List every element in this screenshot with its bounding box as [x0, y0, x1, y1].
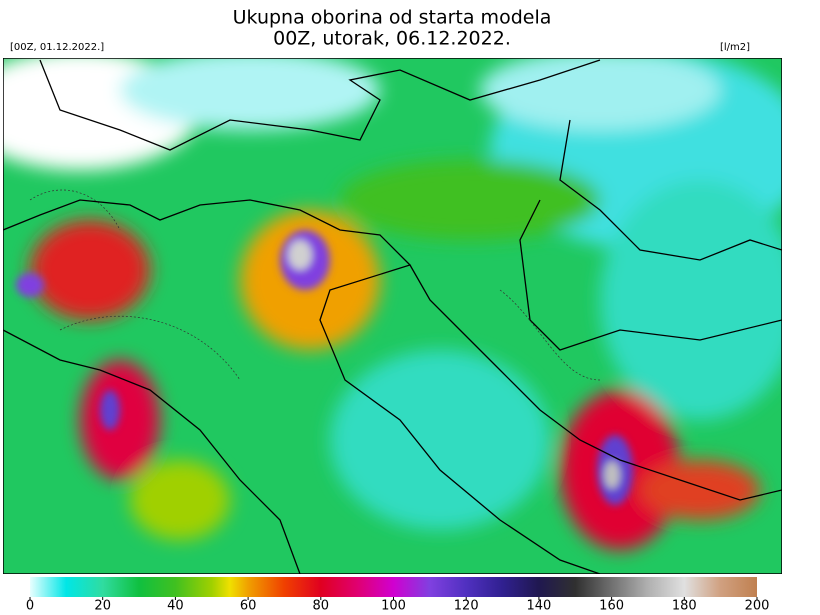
colorbar-tick-label: 0 [26, 599, 34, 614]
run-label: [00Z, 01.12.2022.] [10, 42, 104, 53]
precipitation-map [3, 58, 782, 574]
colorbar-tick-label: 180 [672, 599, 697, 614]
colorbar-tick-label: 200 [745, 599, 770, 614]
colorbar-tick-label: 140 [526, 599, 551, 614]
unit-label: [l/m2] [720, 42, 750, 53]
colorbar-ticks: 0 20 40 60 80 100 120 140 160 180 200 [26, 597, 770, 614]
colorbar-tick-label: 60 [240, 599, 257, 614]
colorbar-tick-label: 100 [381, 599, 406, 614]
title-line-1: Ukupna oborina od starta modela [233, 7, 552, 29]
colorbar-tick-label: 40 [167, 599, 184, 614]
colorbar-tick-label: 80 [313, 599, 330, 614]
colorbar-tick-label: 120 [454, 599, 479, 614]
colorbar-tick-label: 160 [599, 599, 624, 614]
colorbar-tick-label: 20 [94, 599, 111, 614]
title-line-2: 00Z, utorak, 06.12.2022. [273, 28, 511, 50]
colorbar [30, 577, 757, 597]
